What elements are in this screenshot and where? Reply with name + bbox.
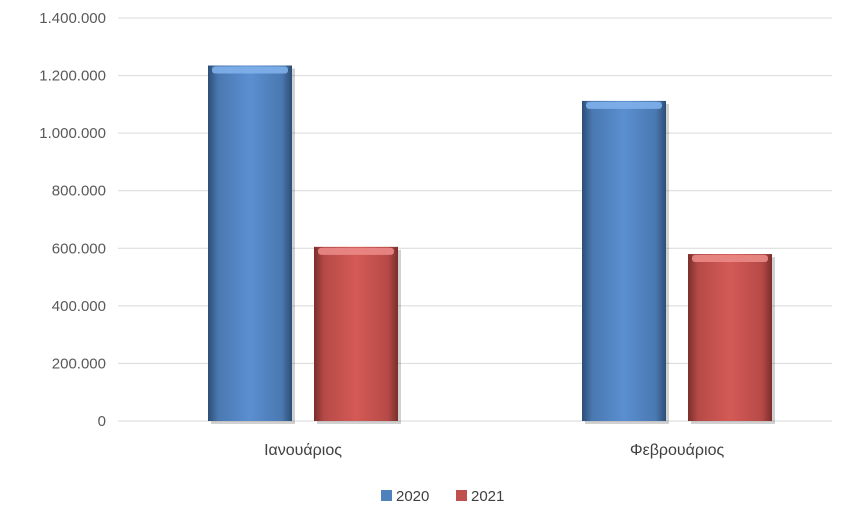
y-tick-label: 600.000 — [52, 240, 106, 257]
bar — [688, 254, 775, 424]
bars — [208, 65, 775, 424]
y-tick-label: 0 — [98, 413, 106, 430]
legend-swatch — [381, 490, 392, 501]
y-tick-label: 800.000 — [52, 183, 106, 200]
bar-highlight — [692, 255, 768, 263]
y-tick-label: 1.400.000 — [39, 10, 106, 27]
y-tick-label: 400.000 — [52, 298, 106, 315]
bar-highlight — [586, 101, 662, 109]
legend-label: 2020 — [396, 488, 429, 505]
y-tick-label: 200.000 — [52, 355, 106, 372]
bar — [582, 100, 669, 424]
bar-body — [208, 65, 292, 421]
bar-highlight — [212, 66, 288, 74]
y-axis-ticks: 0 200.000 400.000 600.000 800.000 1.000.000 1.… — [39, 10, 106, 430]
bar-body — [314, 246, 398, 421]
bar-body — [582, 100, 666, 421]
legend-entry: 2021 — [456, 488, 504, 505]
x-axis-categories: Ιανουάριος Φεβρουάριος — [264, 442, 724, 459]
bar — [314, 246, 401, 424]
legend-swatch — [456, 490, 467, 501]
legend-label: 2021 — [471, 488, 504, 505]
y-tick-label: 1.000.000 — [39, 125, 106, 142]
x-category-label: Φεβρουάριος — [630, 442, 725, 459]
bar-highlight — [318, 247, 394, 255]
legend: 2020 2021 — [381, 488, 504, 505]
legend-entry: 2020 — [381, 488, 429, 505]
x-category-label: Ιανουάριος — [264, 442, 342, 459]
bar-body — [688, 254, 772, 421]
bar — [208, 65, 295, 424]
y-tick-label: 1.200.000 — [39, 68, 106, 85]
